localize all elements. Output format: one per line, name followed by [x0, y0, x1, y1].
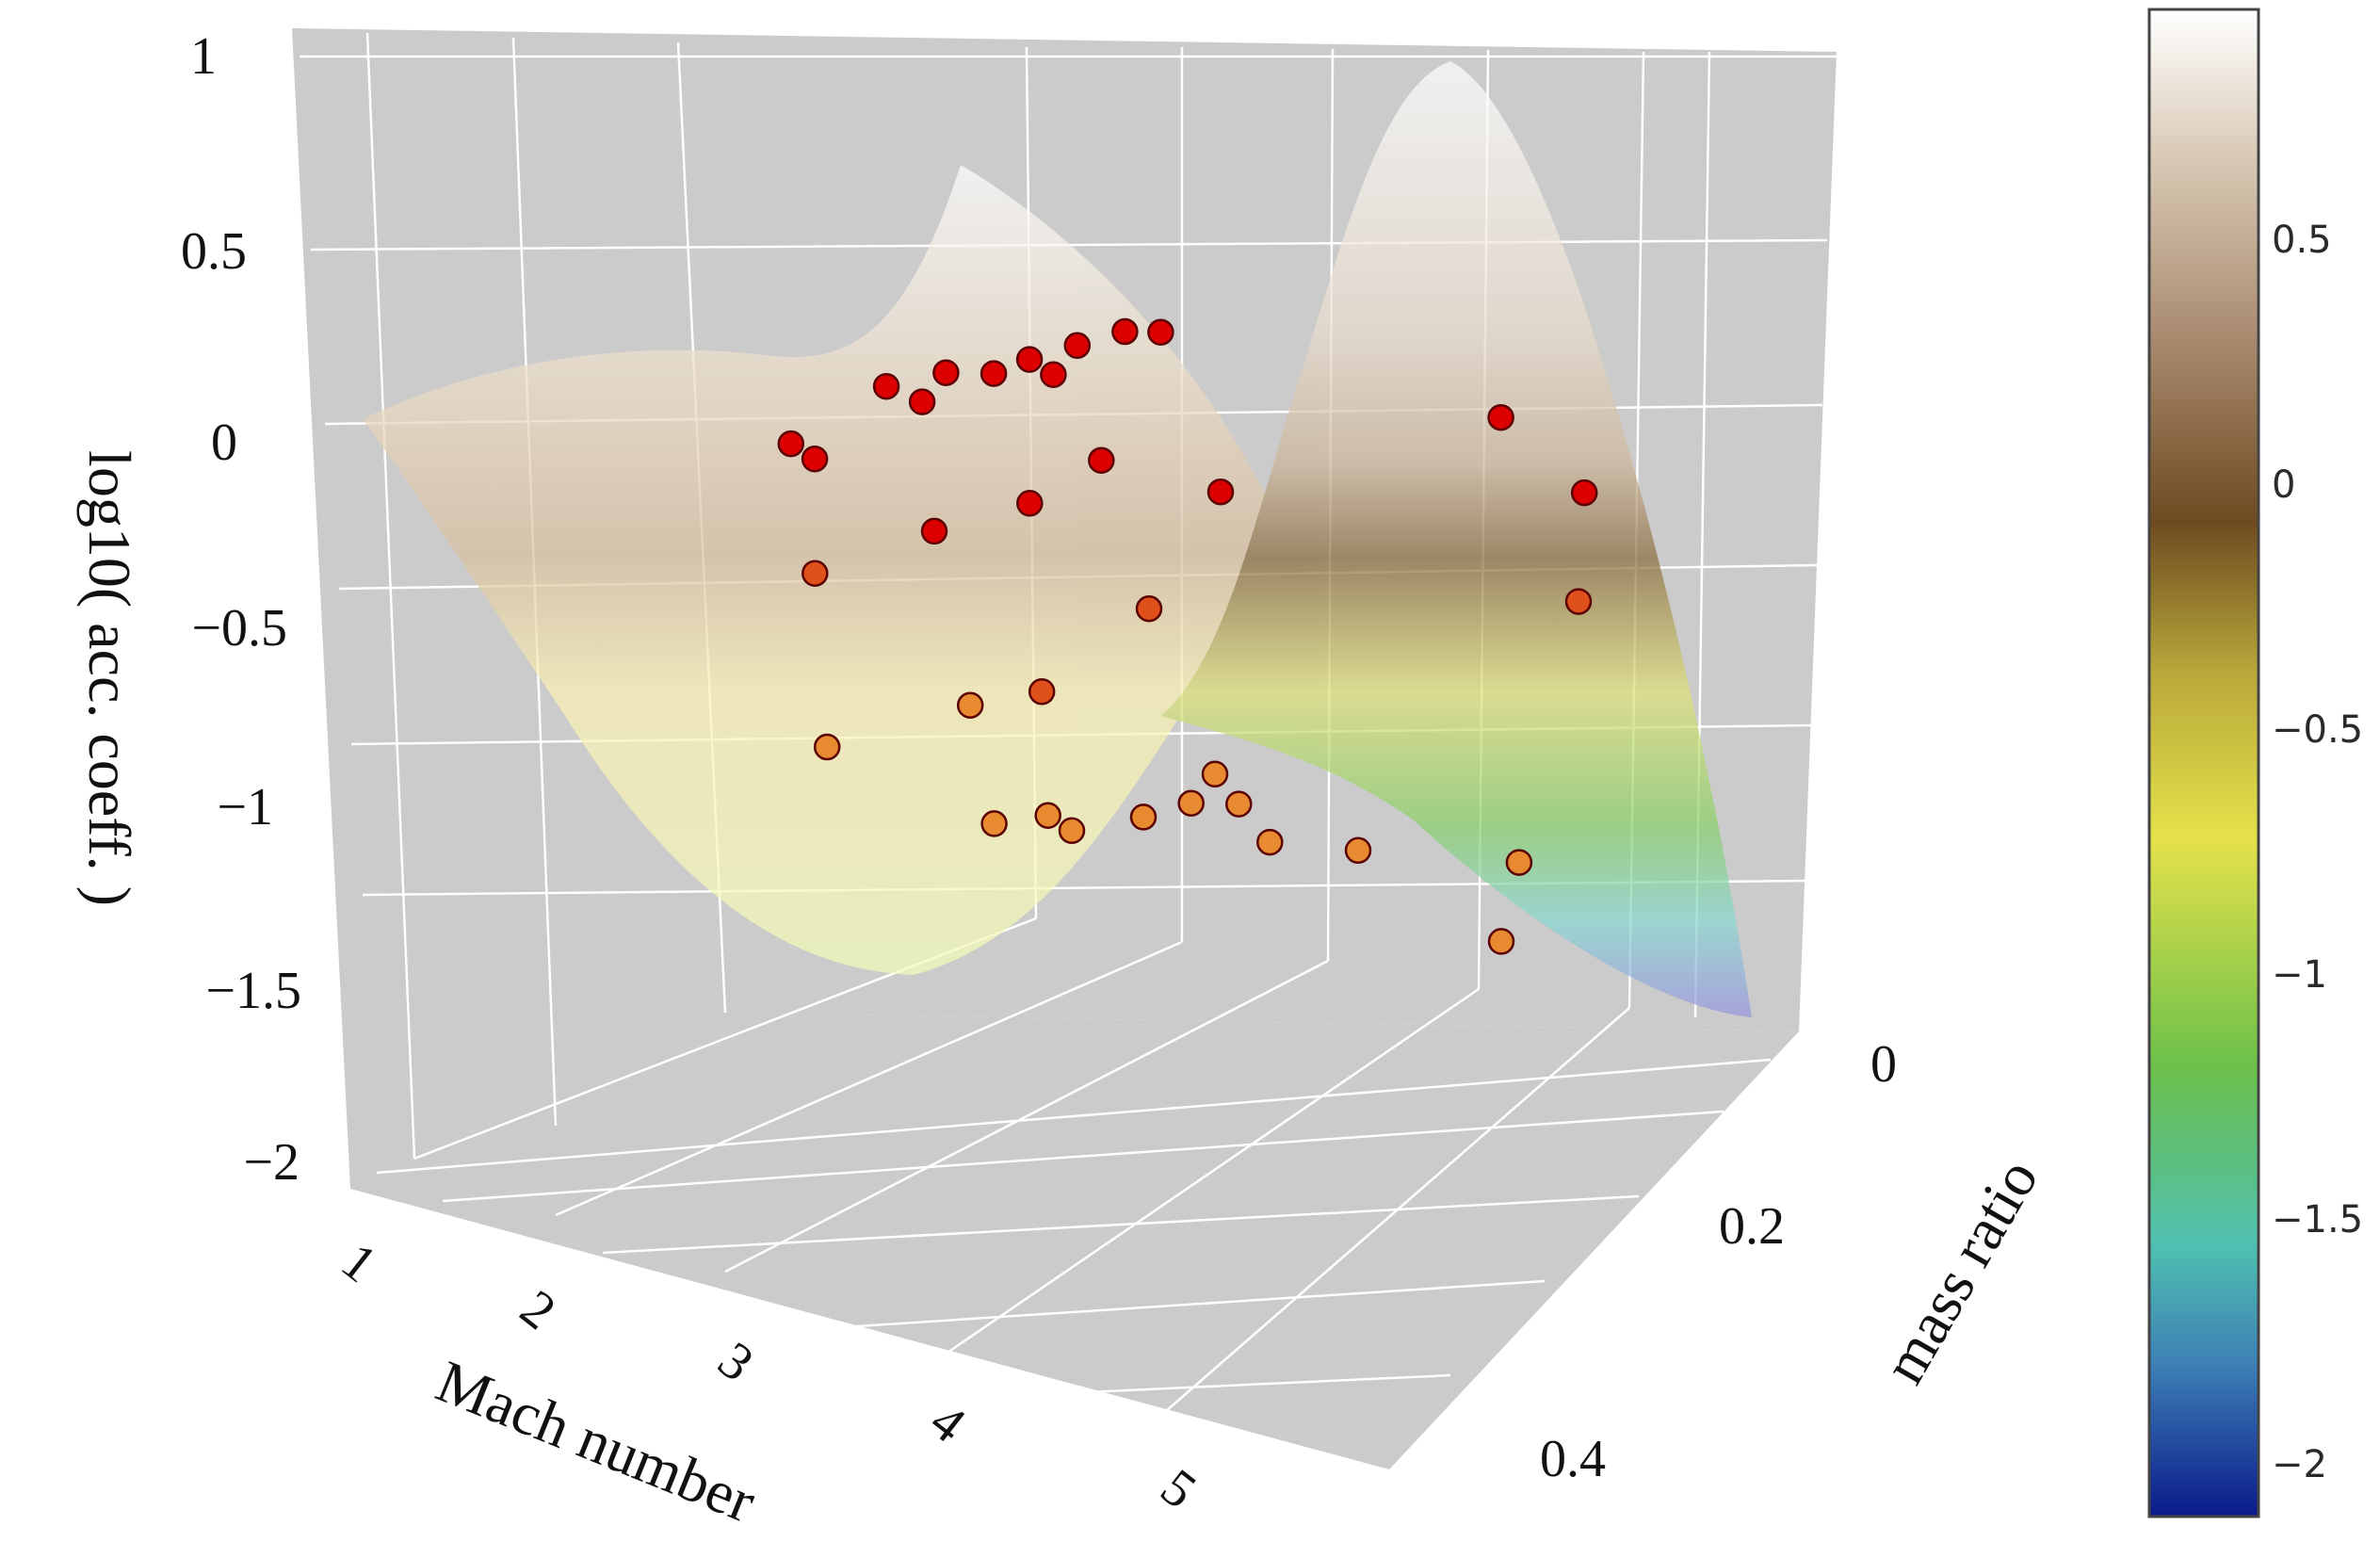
scatter-point[interactable]: [801, 560, 829, 587]
colorbar-tick-label: 0: [2272, 463, 2295, 507]
colorbar-tick-label: −0.5: [2272, 708, 2363, 752]
colorbar: 0.5 0 −0.5 −1 −1.5 −2: [2147, 8, 2363, 1518]
scatter-point[interactable]: [1505, 849, 1533, 876]
scatter-point[interactable]: [956, 691, 984, 719]
colorbar-tick-label: 0.5: [2272, 219, 2332, 262]
x-tick-label: 4: [919, 1392, 976, 1454]
scatter-point[interactable]: [1570, 479, 1598, 507]
scatter-point[interactable]: [801, 445, 829, 473]
scatter-point[interactable]: [1034, 802, 1061, 829]
z-tick-label: 0: [211, 414, 237, 472]
scatter-point[interactable]: [1256, 828, 1284, 856]
scatter-point[interactable]: [980, 810, 1008, 837]
scatter-point[interactable]: [1028, 678, 1056, 706]
scatter-point[interactable]: [1344, 836, 1372, 865]
y-tick-label: 0.2: [1719, 1197, 1785, 1256]
y-tick-label: 0: [1870, 1035, 1897, 1094]
scatter-point[interactable]: [1040, 361, 1067, 388]
scatter-point[interactable]: [777, 430, 805, 458]
colorbar-tick-label: −2: [2272, 1443, 2327, 1486]
colorbar-tick-label: −1: [2272, 953, 2327, 997]
scatter-point[interactable]: [1129, 803, 1158, 831]
scatter-point[interactable]: [1111, 317, 1139, 346]
y-tick-label: 0.4: [1540, 1430, 1606, 1488]
scatter-point[interactable]: [1058, 817, 1086, 845]
scatter-point[interactable]: [932, 359, 960, 386]
scatter-point[interactable]: [1147, 318, 1174, 346]
z-tick-label: 0.5: [181, 222, 247, 281]
scatter-point[interactable]: [1088, 446, 1115, 474]
scatter-point[interactable]: [1016, 490, 1044, 517]
z-tick-label: −1: [217, 778, 273, 836]
colorbar-tick-label: −1.5: [2272, 1198, 2363, 1242]
scatter-point[interactable]: [1135, 594, 1163, 623]
y-axis-ticks: 0 0.2 0.4: [1540, 1035, 1897, 1488]
x-tick-label: 2: [510, 1279, 566, 1341]
y-axis-title: mass ratio: [1870, 1147, 2050, 1394]
scatter-point[interactable]: [1206, 478, 1235, 506]
scatter-point[interactable]: [1564, 588, 1593, 615]
z-tick-label: −0.5: [191, 599, 287, 657]
scatter-markers: [777, 317, 1598, 955]
z-tick-label: 1: [190, 27, 217, 86]
scatter-point[interactable]: [1015, 346, 1044, 373]
z-axis-ticks: 1 0.5 0 −0.5 −1 −1.5 −2: [181, 27, 301, 1192]
colorbar-gradient: [2147, 8, 2260, 1518]
x-tick-label: 1: [331, 1232, 387, 1294]
scatter-point[interactable]: [1177, 789, 1205, 817]
scatter-point[interactable]: [1487, 928, 1515, 955]
scatter-point[interactable]: [1063, 332, 1092, 360]
scatter-point[interactable]: [920, 517, 948, 545]
scatter-point[interactable]: [1225, 790, 1253, 818]
scatter-point[interactable]: [908, 388, 936, 415]
scatter-point[interactable]: [1487, 403, 1514, 431]
scatter-point[interactable]: [813, 733, 841, 761]
floor: [350, 1013, 1799, 1469]
surface-right-sheet: [1161, 61, 1752, 1017]
scatter-point[interactable]: [1201, 760, 1229, 788]
scatter-point[interactable]: [872, 372, 900, 400]
scatter-point[interactable]: [980, 360, 1008, 387]
x-tick-label: 3: [707, 1331, 764, 1393]
x-tick-label: 5: [1150, 1458, 1206, 1520]
z-tick-label: −1.5: [205, 962, 301, 1020]
z-axis-title: log10( acc. coeff. ): [76, 450, 143, 906]
z-tick-label: −2: [243, 1133, 300, 1192]
